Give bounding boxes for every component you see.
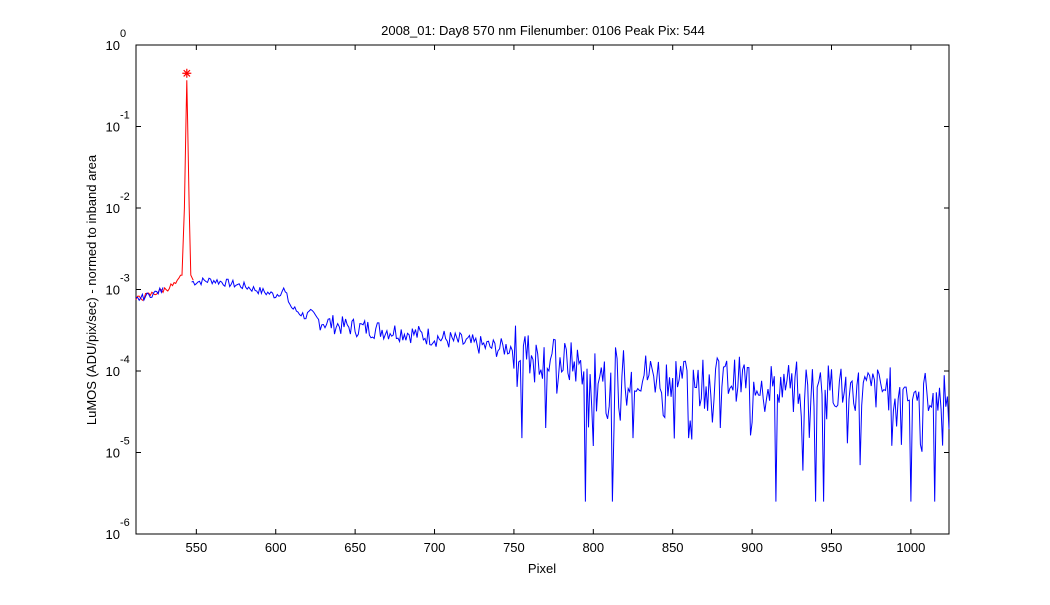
y-tick-exponent: -3 (120, 273, 130, 285)
data-layer (135, 68, 950, 502)
x-tick-label: 800 (582, 540, 604, 555)
y-tick-exponent: -5 (120, 436, 130, 448)
y-tick-label: 10 (106, 283, 120, 298)
y-tick-label: 10 (106, 201, 120, 216)
x-axis-label: Pixel (528, 561, 556, 576)
peak-marker (182, 68, 192, 78)
y-tick-label: 10 (106, 446, 120, 461)
x-tick-label: 950 (821, 540, 843, 555)
x-tick-label: 550 (185, 540, 207, 555)
y-tick-label: 10 (106, 364, 120, 379)
tick-layer: 550 600 650 700 750 800 850 900 950 100010010-110… (106, 28, 949, 555)
x-tick-label: 650 (344, 540, 366, 555)
y-tick-exponent: -2 (120, 191, 130, 203)
x-tick-label: 600 (265, 540, 287, 555)
plot-frame (135, 44, 950, 535)
y-tick-exponent: -4 (120, 354, 130, 366)
y-tick-exponent: -6 (120, 517, 130, 529)
peak-line (135, 80, 194, 301)
peak-marker-stroke (183, 69, 191, 77)
y-tick-exponent: -1 (120, 110, 130, 122)
y-axis-label: LuMOS (ADU/pix/sec) - normed to inband a… (84, 154, 99, 425)
y-tick-label: 10 (106, 38, 120, 53)
x-tick-label: 1000 (896, 540, 925, 555)
chart-title: 2008_01: Day8 570 nm Filenumber: 0106 Pe… (381, 23, 705, 38)
spectrum-line-left (135, 286, 164, 302)
y-tick-label: 10 (106, 120, 120, 135)
y-tick-exponent: 0 (120, 28, 126, 40)
x-tick-label: 850 (662, 540, 684, 555)
y-tick-label: 10 (106, 527, 120, 542)
x-tick-label: 900 (741, 540, 763, 555)
x-tick-label: 750 (503, 540, 525, 555)
x-tick-label: 700 (424, 540, 446, 555)
spectrum-line (191, 276, 950, 502)
